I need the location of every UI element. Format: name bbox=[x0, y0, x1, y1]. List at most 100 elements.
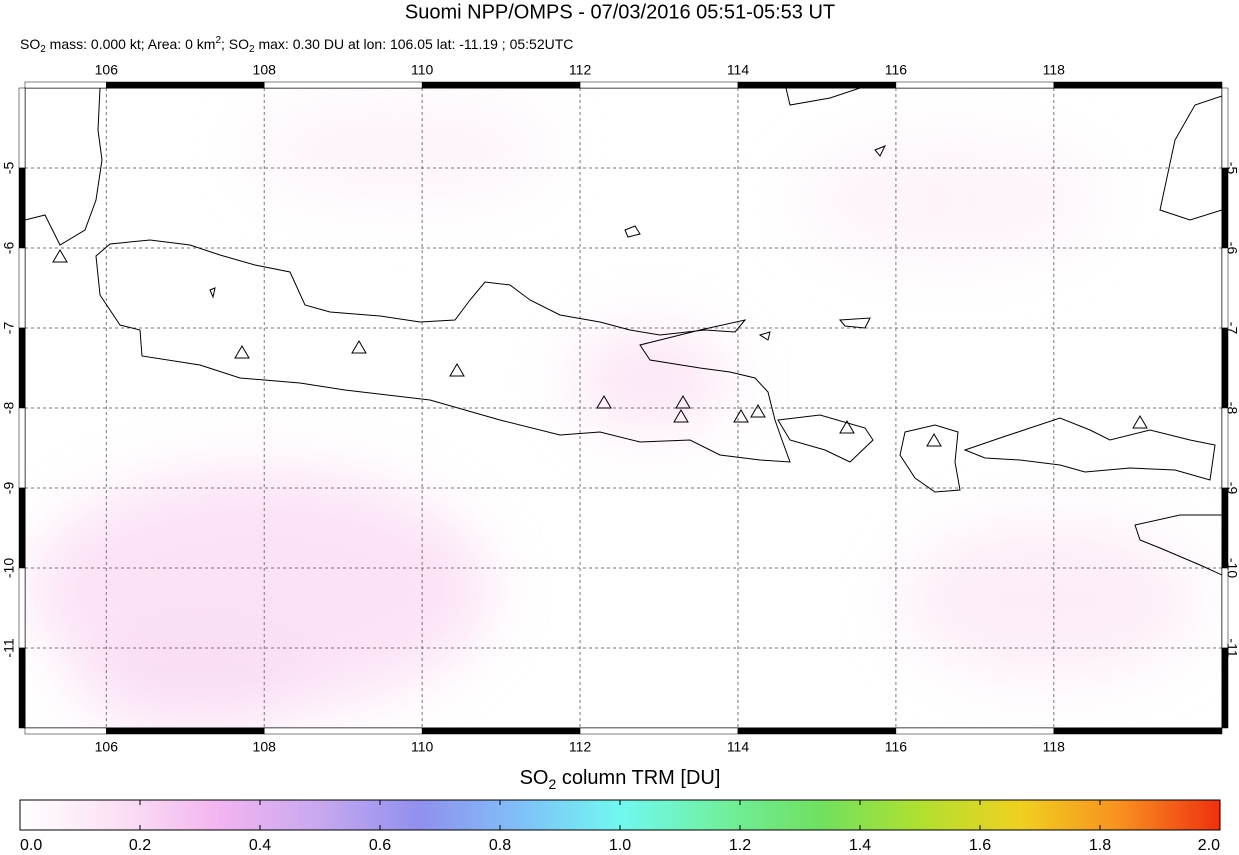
colorbar-tick-label: 0.6 bbox=[369, 837, 391, 854]
frame-bar bbox=[24, 727, 107, 735]
frame-bar bbox=[737, 727, 897, 735]
lon-tick-label: 108 bbox=[253, 62, 277, 78]
colorbar-tick-label: 1.6 bbox=[969, 837, 991, 854]
frame-bar bbox=[1221, 327, 1229, 409]
frame-bar bbox=[24, 81, 107, 89]
frame-bar bbox=[421, 727, 581, 735]
lat-tick-label: -5 bbox=[1, 162, 17, 175]
frame-bar bbox=[18, 407, 26, 489]
subtitle-part: max: 0.30 DU at lon: 106.05 lat: -11.19 … bbox=[255, 36, 574, 52]
lon-tick-label: 116 bbox=[885, 62, 908, 78]
frame-bar bbox=[18, 487, 26, 569]
frame-bar bbox=[579, 81, 739, 89]
lat-tick-label: -10 bbox=[1224, 558, 1239, 578]
frame-bar bbox=[895, 81, 1055, 89]
colorbar-tick-label: 1.4 bbox=[849, 837, 871, 854]
colorbar-label-part: SO bbox=[520, 767, 549, 789]
frame-bar bbox=[263, 81, 423, 89]
lon-tick-label: 112 bbox=[569, 739, 592, 755]
lat-tick-label: -6 bbox=[1224, 242, 1239, 255]
subtitle-sub: 2 bbox=[40, 44, 46, 55]
lat-tick-label: -10 bbox=[1, 558, 17, 578]
frame-bar bbox=[18, 167, 26, 249]
frame-bar bbox=[1221, 87, 1229, 169]
coastline bbox=[209, 145, 887, 341]
coastline bbox=[1134, 514, 1222, 576]
colorbar-tick-label: 1.0 bbox=[609, 837, 631, 854]
subtitle-part: mass: 0.000 kt; Area: 0 km bbox=[46, 36, 216, 52]
frame-bar bbox=[18, 647, 26, 729]
title: Suomi NPP/OMPS - 07/03/2016 05:51-05:53 … bbox=[405, 1, 835, 23]
lat-tick-label: -7 bbox=[1, 322, 17, 335]
lon-tick-label: 110 bbox=[411, 62, 434, 78]
lat-tick-label: -7 bbox=[1224, 322, 1239, 335]
colorbar-label: SO2 column TRM [DU] bbox=[520, 767, 721, 791]
lat-tick-label: -8 bbox=[1, 402, 17, 415]
frame-bar bbox=[737, 81, 897, 89]
frame-bar bbox=[1221, 407, 1229, 489]
lon-tick-label: 108 bbox=[253, 739, 277, 755]
lon-tick-label: 106 bbox=[95, 62, 119, 78]
frame-bar bbox=[421, 81, 581, 89]
lat-tick-label: -8 bbox=[1224, 402, 1239, 415]
coastline bbox=[963, 417, 1216, 481]
subtitle-sub: 2 bbox=[249, 44, 255, 55]
coastline bbox=[95, 239, 791, 463]
colorbar-tick-label: 1.8 bbox=[1089, 837, 1111, 854]
lon-tick-label: 116 bbox=[885, 739, 908, 755]
lat-tick-label: -9 bbox=[1224, 482, 1239, 495]
frame-bar bbox=[1221, 567, 1229, 649]
frame-bar bbox=[895, 727, 1055, 735]
frame-bar bbox=[1053, 727, 1223, 735]
subtitle-part: SO bbox=[20, 36, 40, 52]
frame-bar bbox=[1221, 167, 1229, 249]
coastline bbox=[899, 424, 961, 493]
lon-tick-label: 118 bbox=[1043, 62, 1066, 78]
frame-bar bbox=[263, 727, 423, 735]
coastline bbox=[1159, 95, 1222, 221]
lon-tick-label: 118 bbox=[1043, 739, 1066, 755]
coastline bbox=[785, 88, 861, 106]
lat-tick-label: -9 bbox=[1, 482, 17, 495]
lon-tick-label: 114 bbox=[727, 62, 750, 78]
frame-bar bbox=[1053, 81, 1223, 89]
coastlines bbox=[25, 88, 1222, 576]
lat-tick-label: -11 bbox=[1, 638, 17, 657]
frame-bar bbox=[1221, 647, 1229, 729]
frame-bar bbox=[18, 87, 26, 169]
subtitle-part: ; SO bbox=[221, 36, 249, 52]
frame-bar bbox=[18, 327, 26, 409]
subtitle-sup: 2 bbox=[215, 35, 221, 46]
lon-tick-label: 112 bbox=[569, 62, 592, 78]
frame-bar bbox=[18, 247, 26, 329]
lat-tick-label: -5 bbox=[1224, 162, 1239, 175]
colorbar-label-sub: 2 bbox=[549, 776, 557, 792]
frame-bar bbox=[1221, 487, 1229, 569]
frame-bar bbox=[106, 727, 265, 735]
frame-bar bbox=[106, 81, 265, 89]
frame-ticks bbox=[18, 81, 1229, 735]
volcanoes bbox=[52, 249, 1148, 447]
lon-tick-label: 110 bbox=[411, 739, 434, 755]
graticule bbox=[25, 88, 1222, 728]
colorbar-tick-label: 0.0 bbox=[20, 837, 42, 854]
colorbar-tick-label: 0.8 bbox=[489, 837, 511, 854]
volcano bbox=[52, 249, 1148, 447]
colorbar-tick-label: 0.2 bbox=[129, 837, 151, 854]
coastline bbox=[777, 414, 874, 463]
lat-tick-label: -6 bbox=[1, 242, 17, 255]
frame-bar bbox=[579, 727, 739, 735]
subtitle: SO2 mass: 0.000 kt; Area: 0 km2; SO2 max… bbox=[20, 35, 573, 55]
frame-bar bbox=[1221, 247, 1229, 329]
lat-tick-label: -11 bbox=[1224, 638, 1239, 657]
colorbar-label-part: column TRM [DU] bbox=[556, 767, 720, 789]
frame-bar bbox=[18, 567, 26, 649]
so2-haze bbox=[30, 100, 1200, 728]
lon-tick-label: 114 bbox=[727, 739, 750, 755]
colorbar-tick-label: 0.4 bbox=[249, 837, 271, 854]
lon-tick-label: 106 bbox=[95, 739, 119, 755]
colorbar-tick-label: 1.2 bbox=[729, 837, 751, 854]
colorbar-tick-label: 2.0 bbox=[1198, 837, 1220, 854]
